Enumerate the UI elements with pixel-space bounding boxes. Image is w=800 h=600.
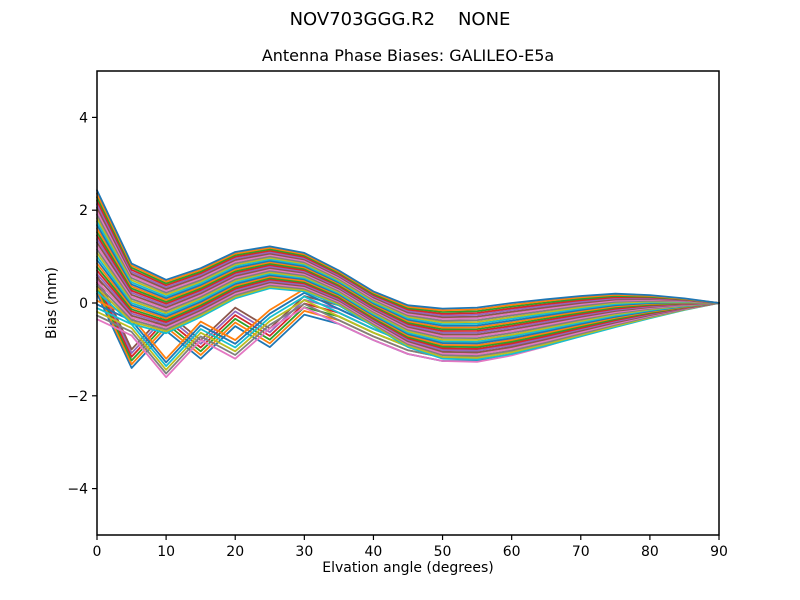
data-line bbox=[96, 241, 720, 336]
data-line bbox=[96, 224, 720, 327]
data-line bbox=[96, 213, 720, 322]
data-line bbox=[96, 238, 720, 334]
x-tick-label: 70 bbox=[572, 544, 590, 560]
data-line bbox=[96, 217, 720, 324]
data-line bbox=[96, 192, 720, 312]
data-line bbox=[96, 189, 720, 310]
x-axis-label: Elvation angle (degrees) bbox=[322, 560, 493, 576]
data-line bbox=[96, 234, 720, 332]
x-tick-label: 80 bbox=[641, 544, 659, 560]
data-line bbox=[96, 206, 720, 319]
line-series-group bbox=[96, 189, 720, 379]
x-tick-label: 40 bbox=[365, 544, 383, 560]
x-tick-label: 0 bbox=[93, 544, 102, 560]
x-tick-label: 30 bbox=[295, 544, 313, 560]
data-line bbox=[96, 279, 720, 356]
y-tick-label: −4 bbox=[67, 482, 88, 498]
y-tick-label: 2 bbox=[79, 203, 88, 219]
data-line bbox=[96, 231, 720, 331]
data-line bbox=[96, 285, 720, 359]
chart-title: Antenna Phase Biases: GALILEO-E5a bbox=[262, 46, 554, 65]
axis-ticks: 0 10 20 30 40 50 60 70 80 90 −4 −2 0 2 4 bbox=[67, 110, 728, 560]
data-line bbox=[96, 269, 720, 350]
data-line bbox=[96, 266, 720, 349]
y-tick-label: 4 bbox=[79, 110, 88, 126]
y-tick-label: −2 bbox=[67, 389, 88, 405]
data-line bbox=[96, 252, 720, 341]
data-line bbox=[96, 255, 720, 343]
data-line bbox=[96, 199, 720, 315]
figure-suptitle: NOV703GGG.R2 NONE bbox=[290, 9, 511, 30]
data-line bbox=[96, 210, 720, 320]
data-line bbox=[96, 245, 720, 338]
data-line bbox=[96, 203, 720, 317]
x-tick-label: 20 bbox=[226, 544, 244, 560]
data-line bbox=[96, 196, 720, 313]
x-tick-label: 50 bbox=[434, 544, 452, 560]
x-tick-label: 90 bbox=[710, 544, 728, 560]
data-line bbox=[96, 276, 720, 354]
y-axis-label: Bias (mm) bbox=[44, 267, 60, 339]
data-line bbox=[96, 259, 720, 345]
data-line bbox=[96, 262, 720, 347]
x-tick-label: 10 bbox=[157, 544, 175, 560]
data-line bbox=[96, 248, 720, 340]
data-line bbox=[96, 220, 720, 326]
y-tick-label: 0 bbox=[79, 296, 88, 312]
data-line bbox=[96, 283, 720, 357]
x-tick-label: 60 bbox=[503, 544, 521, 560]
data-line bbox=[96, 227, 720, 329]
data-line bbox=[96, 287, 720, 361]
data-line bbox=[96, 273, 720, 352]
